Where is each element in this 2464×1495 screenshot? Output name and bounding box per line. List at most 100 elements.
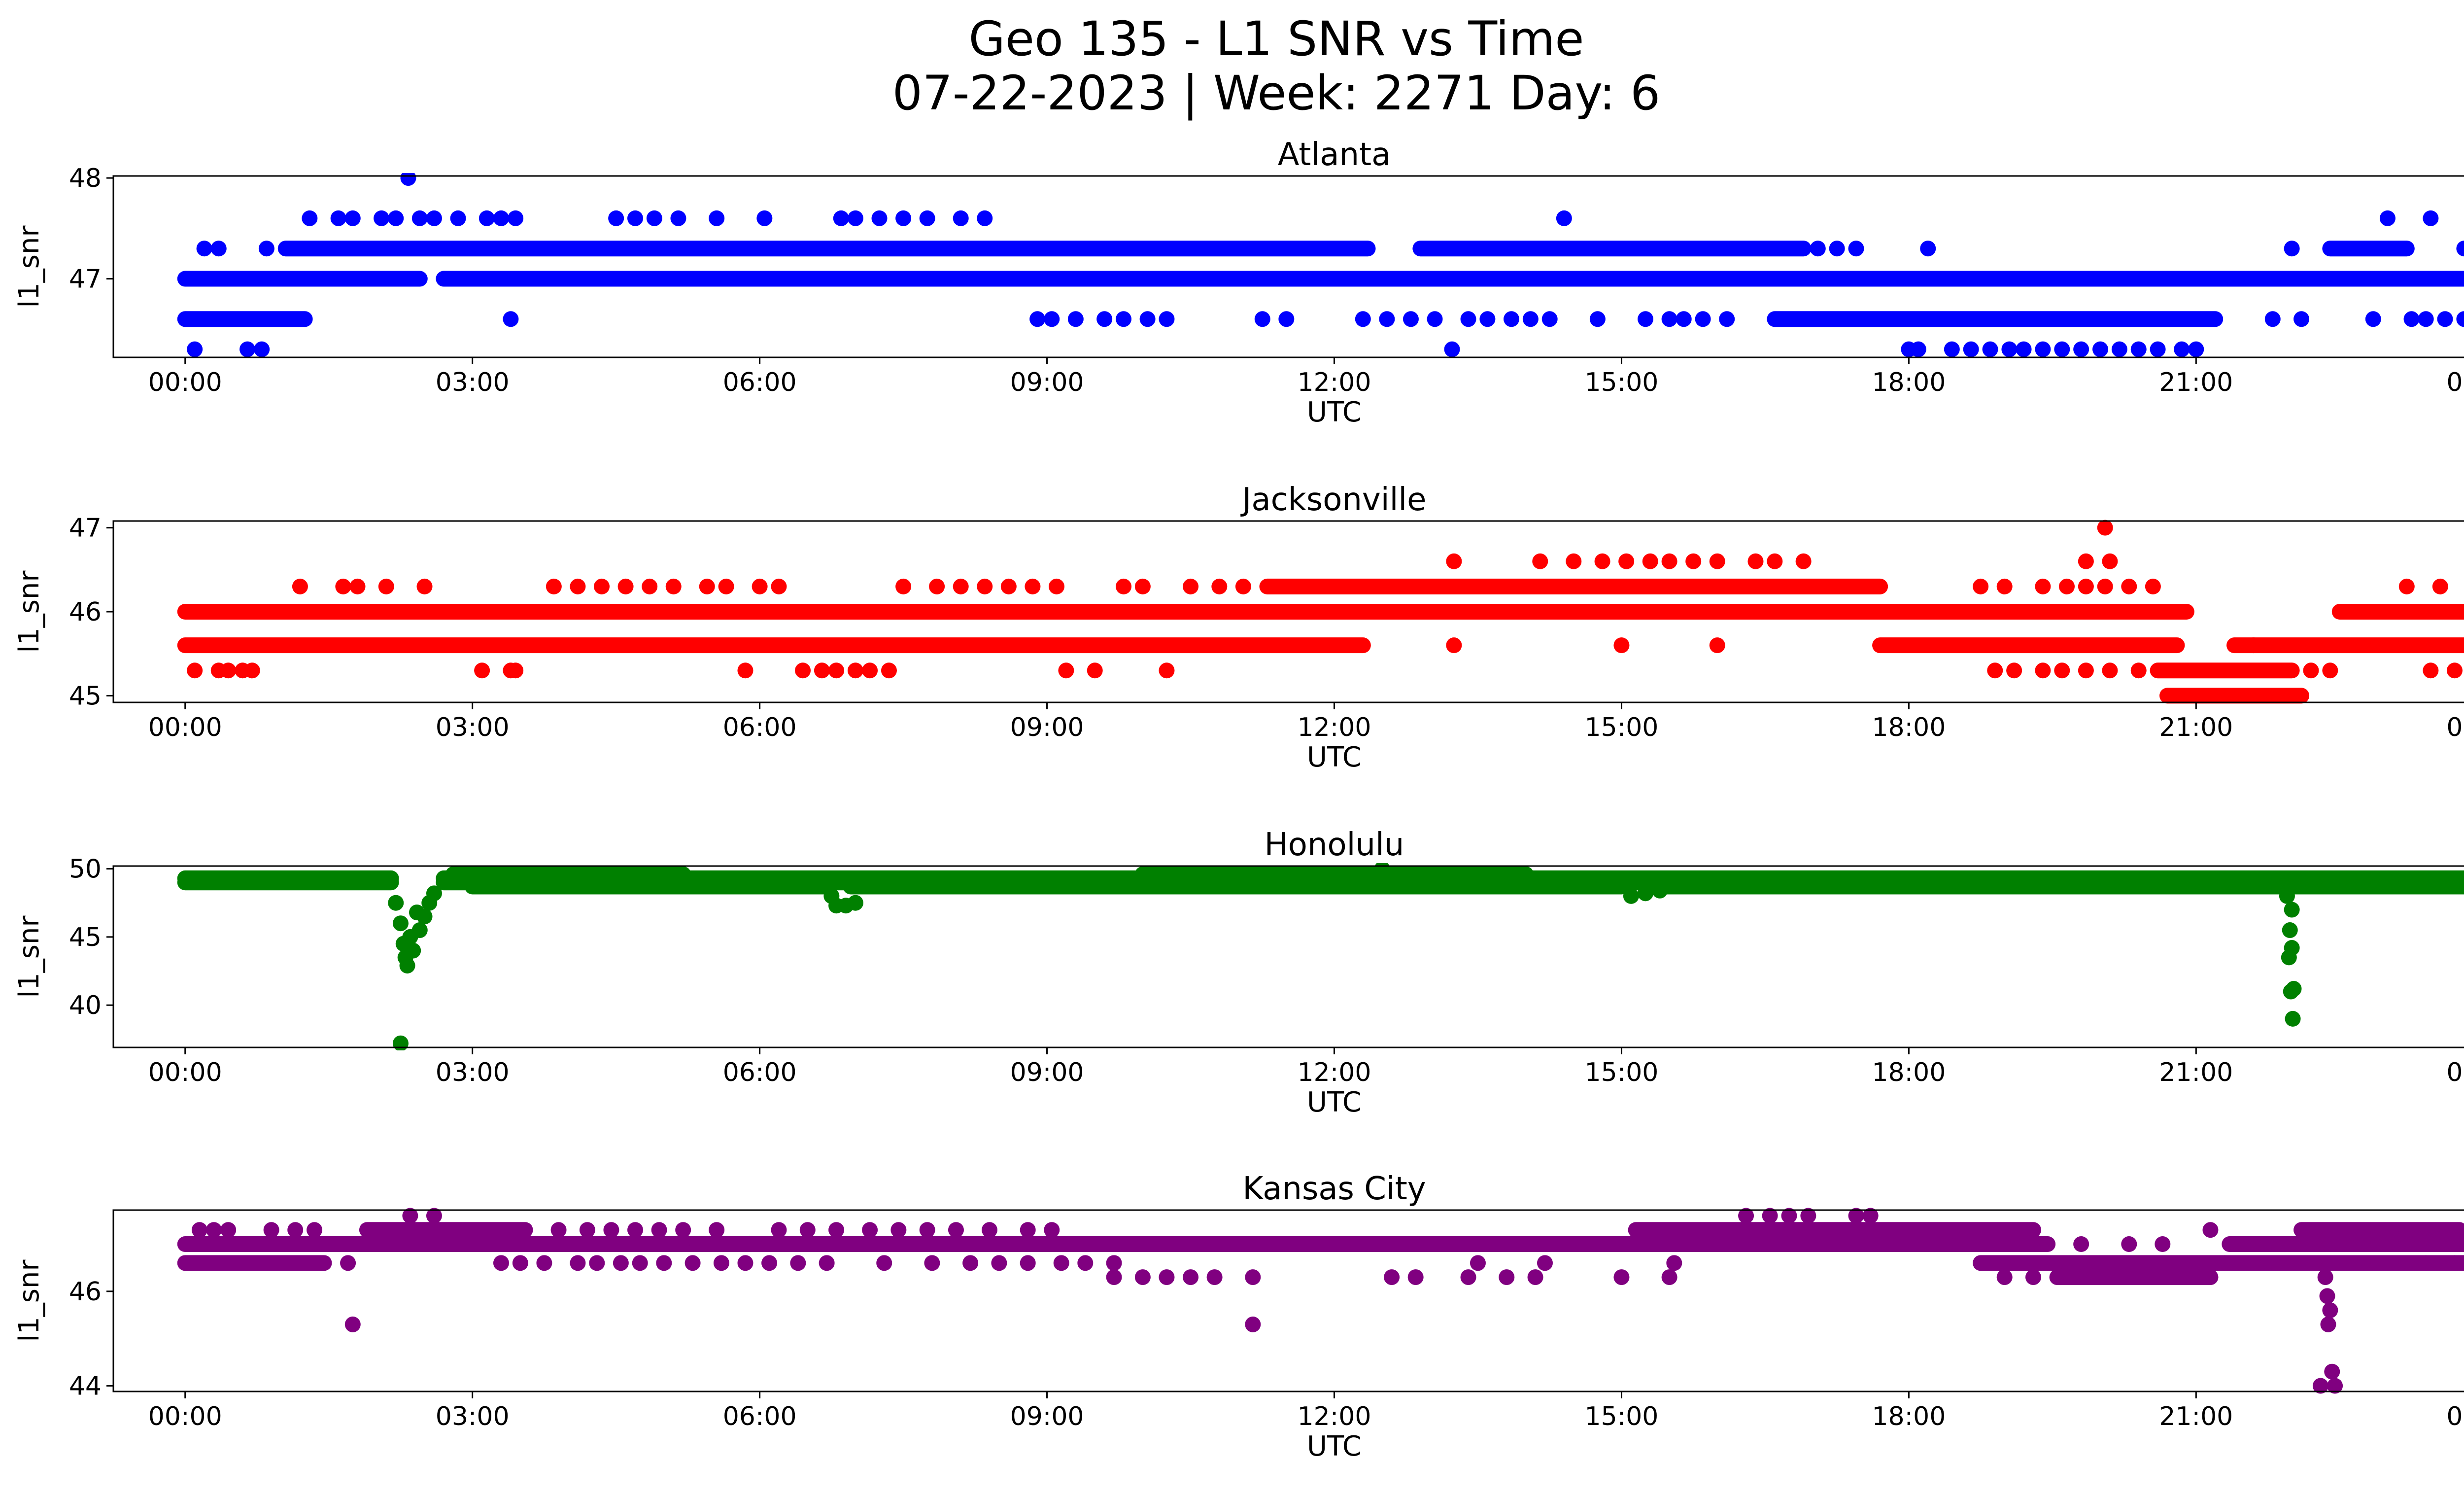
x-tick-label: 03:00 [436,368,510,397]
data-point [1159,662,1175,679]
data-point [503,311,519,327]
figure-title-line1: Geo 135 - L1 SNR vs Time [969,11,1584,67]
data-point [1278,311,1295,327]
data-point [344,210,361,226]
data-point [258,241,274,257]
data-point [392,915,409,932]
data-point [2073,1236,2089,1252]
data-point [1719,311,1735,327]
data-series [177,173,2464,357]
data-point [814,662,830,679]
data-point [1096,311,1113,327]
data-point [2398,578,2415,594]
data-point [1848,241,1864,257]
data-point [2097,578,2113,594]
data-point [508,662,524,679]
data-point [2317,1269,2333,1286]
x-tick-label: 15:00 [1585,368,1659,397]
data-point [307,1222,323,1238]
data-point [847,662,863,679]
data-point [1795,553,1812,569]
data-point [2217,1255,2233,1271]
data-point [210,241,227,257]
data-point [2054,662,2070,679]
data-point [508,210,524,226]
data-point [1532,553,1548,569]
data-point [1479,311,1496,327]
data-point [1982,341,1998,357]
data-point [374,210,390,226]
data-point [1087,662,1103,679]
data-point [1987,662,2003,679]
x-tick-label: 12:00 [1298,1058,1371,1087]
data-point [1374,863,1390,877]
data-point [1245,1269,1261,1286]
y-axis-label: l1_snr [13,225,45,308]
data-point [2264,311,2281,327]
data-point [330,210,346,226]
data-point [828,1222,845,1238]
data-point [833,210,849,226]
data-point [1522,311,1539,327]
data-point [409,904,425,921]
data-point [895,578,912,594]
data-point [1996,578,2013,594]
data-point [752,578,768,594]
data-point [2006,662,2022,679]
x-tick-label: 06:00 [723,368,797,397]
data-point [1355,311,1371,327]
y-tick-label: 47 [69,514,102,543]
data-point [2279,888,2295,904]
subplot-title: Kansas City [1242,1171,1426,1207]
data-point [402,929,418,945]
data-point [2025,1269,2041,1286]
data-point [642,578,658,594]
data-point [493,210,509,226]
data-point [2418,1255,2434,1271]
data-point [675,1222,691,1238]
data-point [871,210,888,226]
x-tick-label: 21:00 [2159,713,2233,742]
data-point [1183,1269,1199,1286]
data-point [2281,949,2297,966]
data-point [2327,1378,2343,1394]
subplot-honolulu: Honolulu 00:00 03:00 06:00 09:00 12:00 15:00 18… [13,827,2464,1118]
data-point [349,578,366,594]
data-point [1676,311,1692,327]
x-tick-label: 15:00 [1585,1058,1659,1087]
y-tick-label: 46 [69,597,102,627]
data-point [2437,311,2453,327]
data-point [191,1222,207,1238]
data-point [771,578,787,594]
data-point [399,957,415,973]
data-point [2174,341,2190,357]
data-point [924,1255,940,1271]
data-point [1709,553,1725,569]
x-tick-label: 18:00 [1872,713,1946,742]
data-point [1245,1316,1261,1332]
data-point [847,210,863,226]
data-point [378,578,394,594]
x-tick-label: 21:00 [2159,368,2233,397]
data-point [1829,241,1845,257]
data-point [1661,1269,1677,1286]
data-point [1666,1255,1682,1271]
data-point [613,1255,629,1271]
y-tick-label: 50 [69,855,102,884]
data-point [1541,311,1558,327]
data-point [795,662,811,679]
data-point [1077,1255,1094,1271]
data-point [2319,1288,2335,1304]
x-tick-label: 21:00 [2159,1402,2233,1431]
data-point [977,210,993,226]
data-point [862,662,878,679]
data-point [1623,888,1639,904]
data-point [2283,983,2299,1000]
data-point [2155,1236,2171,1252]
data-point [344,1316,361,1332]
data-point [2456,241,2464,257]
data-point [2432,578,2448,594]
data-point [402,1208,418,1224]
x-tick-label: 09:00 [1010,1402,1084,1431]
data-point [737,1255,753,1271]
